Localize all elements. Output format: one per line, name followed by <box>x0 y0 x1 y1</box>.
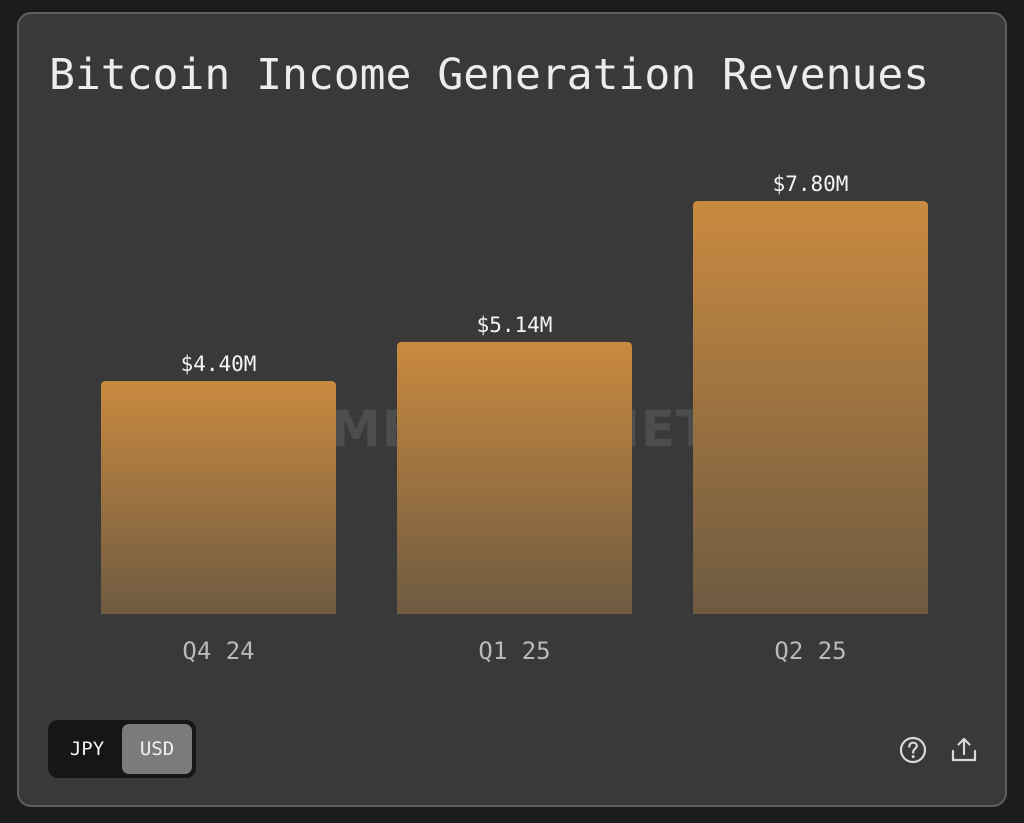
share-upload-icon[interactable] <box>948 734 980 766</box>
x-tick-label: Q2 25 <box>774 637 846 665</box>
data-label: $7.80M <box>773 172 849 196</box>
data-label: $5.14M <box>477 313 553 337</box>
chart-card: Bitcoin Income Generation Revenues METAP… <box>17 12 1007 807</box>
data-label: $4.40M <box>181 352 257 376</box>
bar-chart: $4.40M Q4 24 $5.14M Q1 25 $7.80M Q2 25 <box>101 172 928 665</box>
currency-toggle: JPY USD <box>48 720 196 778</box>
currency-option-usd[interactable]: USD <box>122 724 192 774</box>
x-tick-label: Q4 24 <box>182 637 254 665</box>
bar-q4-24[interactable] <box>101 381 336 614</box>
help-circle-icon[interactable] <box>897 734 929 766</box>
chart-title: Bitcoin Income Generation Revenues <box>49 50 930 100</box>
bar-q1-25[interactable] <box>397 341 632 614</box>
x-tick-label: Q1 25 <box>478 637 550 665</box>
bar-q2-25[interactable] <box>693 201 928 614</box>
currency-option-jpy[interactable]: JPY <box>69 738 105 760</box>
